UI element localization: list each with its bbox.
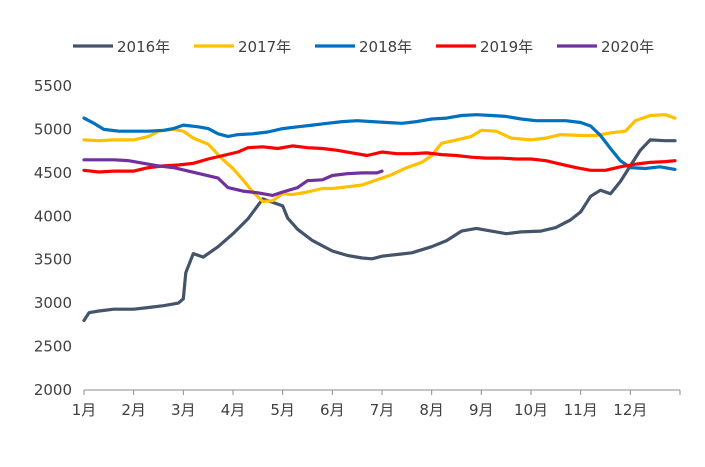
legend: 2016年 2017年 2018年 2019年 2020年 bbox=[73, 38, 654, 56]
x-tick-label: 12月 bbox=[613, 401, 647, 419]
legend-label: 2018年 bbox=[359, 38, 412, 56]
x-tick-label: 2月 bbox=[121, 401, 146, 419]
y-tick-label: 5000 bbox=[34, 120, 72, 138]
legend-label: 2019年 bbox=[480, 38, 533, 56]
x-tick-label: 5月 bbox=[270, 401, 295, 419]
x-tick-label: 11月 bbox=[564, 401, 598, 419]
y-tick-label: 2000 bbox=[34, 381, 72, 399]
x-tick-label: 7月 bbox=[370, 401, 395, 419]
x-tick-label: 6月 bbox=[320, 401, 345, 419]
y-tick-label: 3500 bbox=[34, 251, 72, 269]
y-tick-label: 3000 bbox=[34, 294, 72, 312]
x-tick-label: 1月 bbox=[72, 401, 97, 419]
legend-label: 2020年 bbox=[601, 38, 654, 56]
y-axis: 5500 5000 4500 4000 3500 3000 2500 2000 bbox=[34, 77, 72, 399]
x-tick-label: 3月 bbox=[171, 401, 196, 419]
x-tick-label: 4月 bbox=[221, 401, 246, 419]
legend-label: 2017年 bbox=[238, 38, 291, 56]
series-line-2017年 bbox=[82, 113, 677, 204]
x-tick-label: 9月 bbox=[469, 401, 494, 419]
series-line-2018年 bbox=[82, 113, 677, 171]
legend-label: 2016年 bbox=[117, 38, 170, 56]
x-axis: 1月 2月 3月 4月 5月 6月 7月 8月 9月 10月 11月 12月 bbox=[72, 389, 681, 419]
x-tick-label: 10月 bbox=[514, 401, 548, 419]
series-line-2020年 bbox=[82, 158, 384, 197]
y-tick-label: 5500 bbox=[34, 77, 72, 95]
series-line-2019年 bbox=[82, 144, 677, 174]
y-tick-label: 4500 bbox=[34, 164, 72, 182]
series-line-2016年 bbox=[82, 138, 677, 323]
y-tick-label: 2500 bbox=[34, 338, 72, 356]
y-tick-label: 4000 bbox=[34, 207, 72, 225]
plot-area bbox=[82, 113, 677, 323]
x-tick-label: 8月 bbox=[419, 401, 444, 419]
